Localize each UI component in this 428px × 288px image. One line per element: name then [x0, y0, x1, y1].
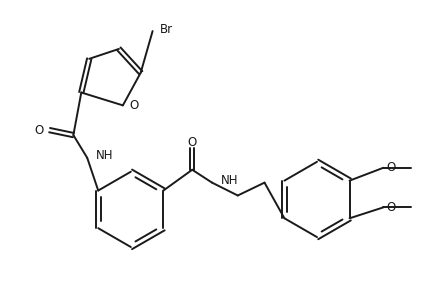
Text: O: O [187, 136, 197, 149]
Text: NH: NH [221, 174, 238, 187]
Text: O: O [386, 201, 395, 214]
Text: O: O [386, 161, 395, 174]
Text: O: O [34, 124, 44, 137]
Text: O: O [130, 99, 139, 112]
Text: NH: NH [96, 149, 114, 162]
Text: Br: Br [160, 23, 172, 36]
